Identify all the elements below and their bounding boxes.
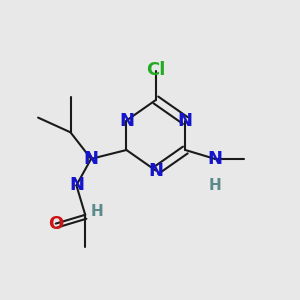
Text: N: N <box>69 176 84 194</box>
Text: N: N <box>178 112 193 130</box>
Text: N: N <box>207 150 222 168</box>
Text: H: H <box>208 178 221 193</box>
Text: N: N <box>119 112 134 130</box>
Text: N: N <box>84 150 99 168</box>
Text: H: H <box>91 204 103 219</box>
Text: Cl: Cl <box>146 61 166 80</box>
Text: N: N <box>148 162 164 180</box>
Text: O: O <box>48 214 63 232</box>
